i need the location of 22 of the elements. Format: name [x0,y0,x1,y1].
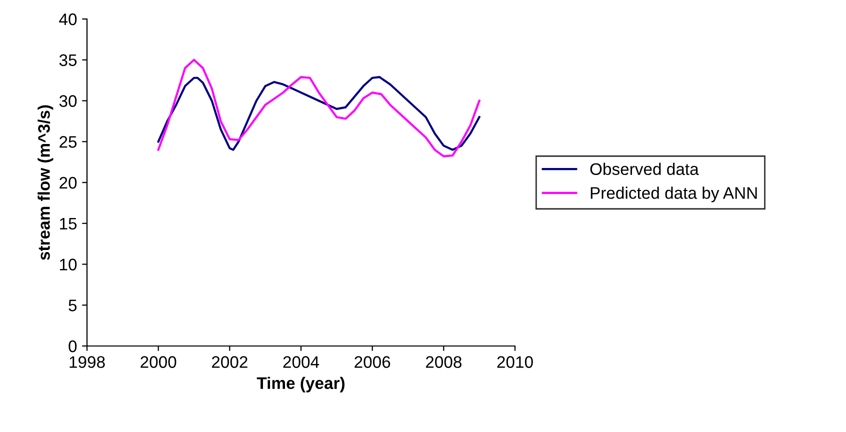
x-tick-label: 2010 [497,356,533,368]
y-tick-label: 40 [59,13,77,26]
y-tick-label: 25 [60,136,77,148]
line-series [157,58,480,158]
x-tick-label: 1998 [70,356,105,368]
x-tick-label: 2008 [426,356,462,368]
y-axis-title: stream flow (m^3/s) [38,105,54,260]
x-tick-label: 2004 [283,356,320,368]
legend-label: Predicted data by ANN [590,186,757,202]
x-axis-title: Time (year) [256,376,344,392]
y-tick-label: 0 [68,340,77,352]
legend-label: Observed data [590,162,699,176]
y-tick-label: 20 [60,176,77,189]
y-tick-label: 5 [68,300,77,312]
y-tick-label: 30 [59,95,77,107]
x-tick-label: 2002 [212,356,248,368]
line-series [157,76,480,151]
y-tick-label: 15 [60,218,77,230]
x-tick-label: 2000 [140,356,176,368]
y-tick-label: 10 [60,258,77,270]
x-tick-label: 2006 [354,356,390,368]
y-tick-label: 35 [59,54,77,66]
